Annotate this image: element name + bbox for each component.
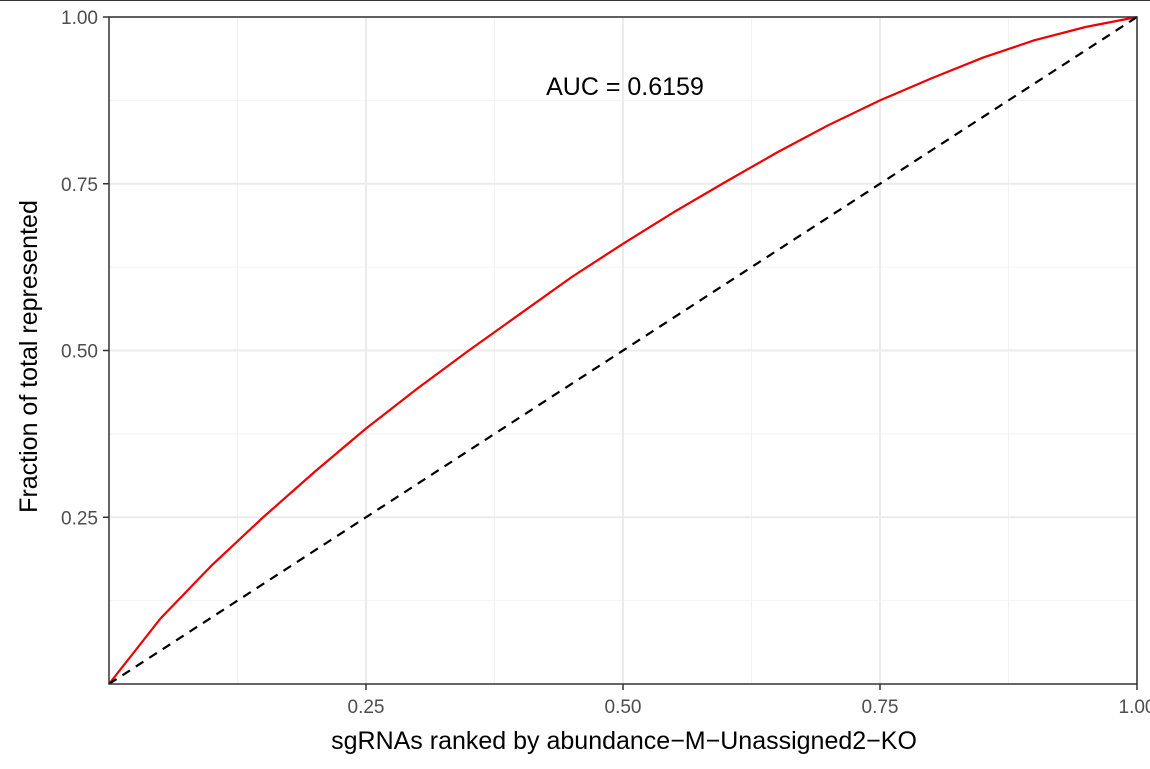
y-tick-label: 0.25: [61, 508, 98, 529]
auc-annotation: AUC = 0.6159: [546, 73, 704, 101]
x-axis-title: sgRNAs ranked by abundance−M−Unassigned2…: [331, 727, 917, 755]
x-tick-label: 0.50: [605, 697, 642, 718]
series-layer: [108, 15, 1138, 685]
axis-ticks: [103, 16, 1138, 690]
annotations: AUC = 0.6159: [546, 73, 704, 101]
x-tick-label: 0.75: [862, 697, 899, 718]
reference-diagonal-line: [108, 16, 1138, 685]
y-axis-title: Fraction of total represented: [15, 200, 43, 513]
y-tick-label: 1.00: [61, 8, 98, 29]
cumulative-curve-line: [108, 15, 1138, 685]
x-tick-label: 0.25: [348, 697, 385, 718]
y-tick-label: 0.50: [61, 342, 98, 363]
tick-labels: 0.25 0.50 0.75 1.00 0.25 0.50 0.75 1.00: [61, 8, 1150, 718]
x-tick-label: 1.00: [1119, 697, 1150, 718]
y-tick-label: 0.75: [61, 175, 98, 196]
